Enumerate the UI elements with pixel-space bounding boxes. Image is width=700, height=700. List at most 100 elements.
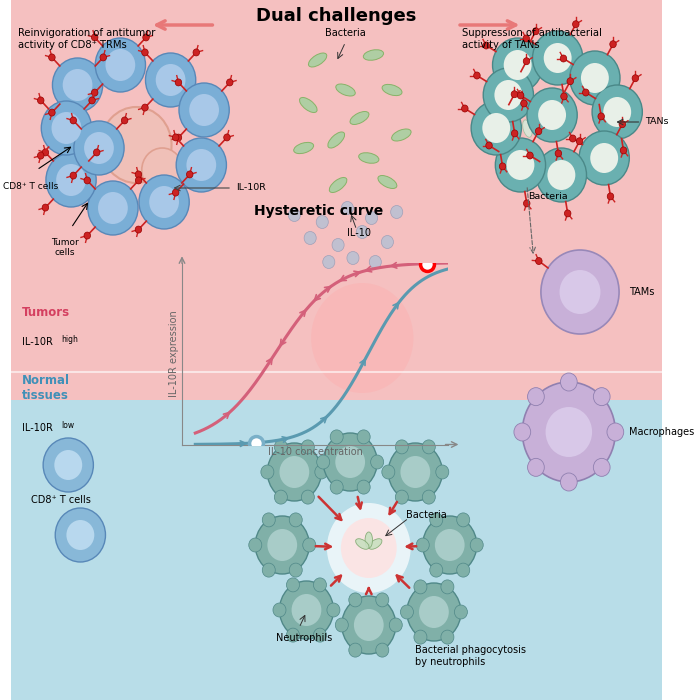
Circle shape: [323, 433, 377, 491]
Circle shape: [288, 209, 300, 221]
Circle shape: [482, 113, 510, 143]
Text: IL-10R: IL-10R: [22, 337, 52, 347]
Circle shape: [456, 563, 470, 577]
Circle shape: [607, 193, 614, 200]
Circle shape: [301, 440, 314, 454]
Text: Hysteretic curve: Hysteretic curve: [254, 204, 384, 218]
Circle shape: [573, 21, 579, 28]
Circle shape: [342, 202, 354, 214]
Circle shape: [70, 117, 76, 124]
Circle shape: [423, 516, 477, 574]
Circle shape: [55, 450, 82, 480]
Circle shape: [456, 513, 470, 527]
Circle shape: [289, 513, 302, 527]
Text: Tumor
cells: Tumor cells: [50, 238, 78, 258]
Circle shape: [430, 513, 443, 527]
Circle shape: [141, 49, 148, 56]
Text: CD8⁺ T cells: CD8⁺ T cells: [4, 182, 59, 191]
Circle shape: [527, 88, 578, 142]
Circle shape: [536, 258, 542, 265]
Circle shape: [279, 456, 309, 488]
Circle shape: [632, 75, 638, 82]
Circle shape: [389, 443, 442, 501]
Circle shape: [327, 603, 340, 617]
Circle shape: [42, 204, 49, 211]
Ellipse shape: [350, 111, 369, 125]
Circle shape: [590, 143, 618, 173]
Circle shape: [526, 152, 533, 159]
Circle shape: [186, 171, 193, 178]
Circle shape: [100, 54, 106, 61]
Ellipse shape: [368, 539, 382, 550]
Circle shape: [356, 225, 368, 239]
Circle shape: [342, 596, 395, 654]
Circle shape: [370, 256, 382, 269]
Text: TANs: TANs: [645, 118, 668, 127]
Circle shape: [262, 513, 275, 527]
Circle shape: [544, 43, 572, 73]
Text: Suppression of antibacterial
activity of TANs: Suppression of antibacterial activity of…: [462, 28, 602, 50]
Circle shape: [594, 458, 610, 477]
Circle shape: [56, 164, 86, 196]
Circle shape: [430, 563, 443, 577]
Circle shape: [422, 440, 435, 454]
Circle shape: [347, 251, 359, 265]
Circle shape: [395, 440, 408, 454]
Circle shape: [52, 112, 81, 144]
Circle shape: [521, 100, 527, 107]
Text: low: low: [62, 421, 75, 430]
Circle shape: [273, 603, 286, 617]
Circle shape: [193, 49, 199, 56]
Text: Normal
tissues: Normal tissues: [22, 374, 70, 402]
Circle shape: [391, 206, 402, 218]
Circle shape: [315, 465, 328, 479]
Circle shape: [330, 430, 343, 444]
Circle shape: [49, 54, 55, 61]
Circle shape: [541, 250, 619, 334]
Circle shape: [441, 580, 454, 594]
Circle shape: [135, 226, 141, 233]
Circle shape: [524, 200, 530, 207]
Circle shape: [528, 458, 545, 477]
Circle shape: [371, 455, 384, 469]
Circle shape: [486, 142, 492, 149]
Y-axis label: IL-10R expression: IL-10R expression: [169, 310, 179, 397]
Circle shape: [92, 34, 98, 41]
Circle shape: [474, 72, 480, 79]
Circle shape: [349, 643, 362, 657]
Circle shape: [419, 596, 449, 628]
Circle shape: [598, 113, 604, 120]
Circle shape: [619, 120, 626, 127]
Ellipse shape: [329, 178, 347, 193]
Ellipse shape: [550, 113, 566, 122]
Circle shape: [522, 382, 615, 482]
Circle shape: [267, 443, 321, 501]
Ellipse shape: [523, 99, 532, 116]
Circle shape: [376, 593, 389, 607]
Circle shape: [43, 438, 93, 492]
Circle shape: [316, 216, 328, 228]
Circle shape: [414, 580, 427, 594]
Circle shape: [471, 101, 522, 155]
Circle shape: [179, 83, 229, 137]
Ellipse shape: [300, 97, 317, 113]
Text: Bacteria: Bacteria: [406, 510, 447, 520]
Circle shape: [414, 630, 427, 644]
Circle shape: [620, 147, 626, 154]
Ellipse shape: [539, 94, 553, 107]
Circle shape: [274, 440, 288, 454]
Circle shape: [155, 64, 186, 96]
Circle shape: [304, 232, 316, 244]
Ellipse shape: [328, 132, 344, 148]
Circle shape: [316, 455, 330, 469]
Circle shape: [302, 538, 316, 552]
Circle shape: [512, 130, 518, 137]
Circle shape: [376, 643, 389, 657]
Circle shape: [395, 490, 408, 504]
Circle shape: [256, 516, 309, 574]
Circle shape: [422, 490, 435, 504]
Circle shape: [533, 31, 583, 85]
Circle shape: [496, 138, 545, 192]
Circle shape: [461, 105, 468, 112]
Circle shape: [335, 618, 349, 632]
